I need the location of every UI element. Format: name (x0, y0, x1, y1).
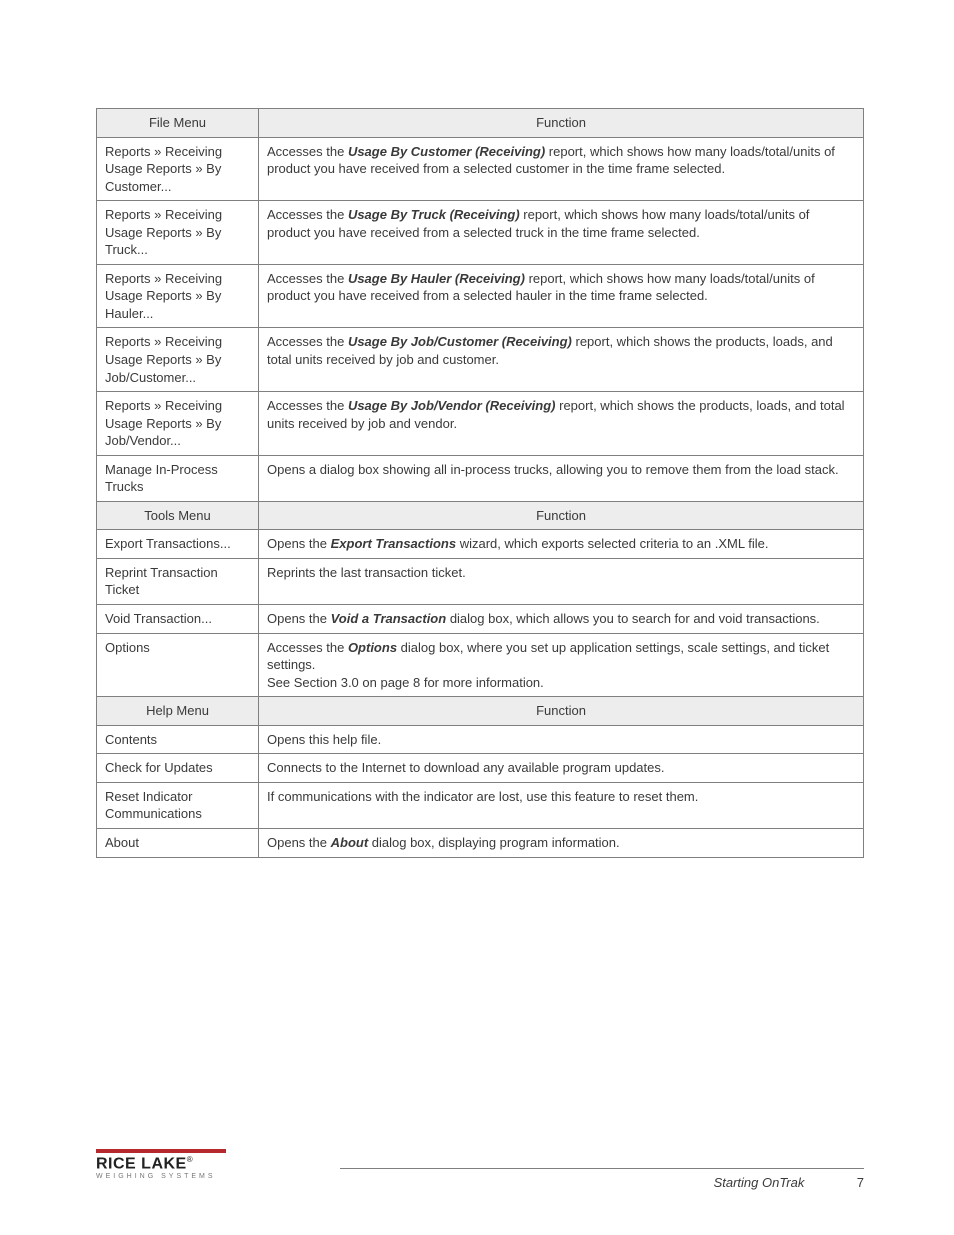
section-header-function: Function (259, 697, 864, 726)
menu-cell: Reports » Receiving Usage Reports » By J… (97, 328, 259, 392)
menu-function-table: File MenuFunctionReports » Receiving Usa… (96, 108, 864, 858)
function-cell: Accesses the Usage By Truck (Receiving) … (259, 201, 864, 265)
function-text: Opens a dialog box showing all in-proces… (267, 462, 839, 477)
table-row: Reports » Receiving Usage Reports » By C… (97, 137, 864, 201)
menu-cell: Reports » Receiving Usage Reports » By T… (97, 201, 259, 265)
function-text: If communications with the indicator are… (267, 789, 698, 804)
footer-rule (340, 1168, 864, 1169)
section-header-menu: File Menu (97, 109, 259, 138)
table-row: AboutOpens the About dialog box, display… (97, 828, 864, 857)
function-text: Opens this help file. (267, 732, 381, 747)
function-text: Accesses the (267, 398, 348, 413)
function-text: Accesses the (267, 640, 348, 655)
function-emphasis: Usage By Customer (Receiving) (348, 144, 545, 159)
function-emphasis: About (331, 835, 369, 850)
function-cell: Reprints the last transaction ticket. (259, 558, 864, 604)
function-cell: Opens this help file. (259, 725, 864, 754)
function-text: wizard, which exports selected criteria … (456, 536, 768, 551)
menu-cell: Check for Updates (97, 754, 259, 783)
function-emphasis: Export Transactions (331, 536, 456, 551)
function-text: Accesses the (267, 334, 348, 349)
table-row: Contents Opens this help file. (97, 725, 864, 754)
function-emphasis: Usage By Job/Vendor (Receiving) (348, 398, 556, 413)
menu-cell: Reports » Receiving Usage Reports » By C… (97, 137, 259, 201)
menu-cell: Reports » Receiving Usage Reports » By H… (97, 264, 259, 328)
function-emphasis: Usage By Hauler (Receiving) (348, 271, 525, 286)
function-text: Accesses the (267, 207, 348, 222)
function-cell: If communications with the indicator are… (259, 782, 864, 828)
function-cell: Opens the About dialog box, displaying p… (259, 828, 864, 857)
table-row: Manage In-Process Trucks Opens a dialog b… (97, 455, 864, 501)
function-emphasis: Options (348, 640, 397, 655)
page-number: 7 (826, 1175, 864, 1190)
section-header-function: Function (259, 109, 864, 138)
table-row: Reset Indicator Communications If communi… (97, 782, 864, 828)
function-cell: Accesses the Usage By Customer (Receivin… (259, 137, 864, 201)
function-text: dialog box, which allows you to search f… (446, 611, 820, 626)
menu-cell: About (97, 828, 259, 857)
function-text: dialog box, displaying program informati… (368, 835, 619, 850)
table-row: OptionsAccesses the Options dialog box, … (97, 633, 864, 697)
function-cell: Accesses the Usage By Job/Customer (Rece… (259, 328, 864, 392)
function-emphasis: Usage By Truck (Receiving) (348, 207, 520, 222)
menu-cell: Contents (97, 725, 259, 754)
function-text: Accesses the (267, 271, 348, 286)
function-cell: Accesses the Usage By Hauler (Receiving)… (259, 264, 864, 328)
menu-cell: Void Transaction... (97, 605, 259, 634)
function-emphasis: Usage By Job/Customer (Receiving) (348, 334, 572, 349)
table-row: Reports » Receiving Usage Reports » By T… (97, 201, 864, 265)
page-footer: RICE LAKE® WEIGHING SYSTEMS Starting OnT… (96, 1149, 864, 1189)
function-text: Connects to the Internet to download any… (267, 760, 664, 775)
section-header-menu: Tools Menu (97, 501, 259, 530)
function-text: Opens the (267, 835, 331, 850)
menu-cell: Reprint Transaction Ticket (97, 558, 259, 604)
function-text: Opens the (267, 611, 331, 626)
function-cell: Opens the Void a Transaction dialog box,… (259, 605, 864, 634)
logo-accent-bar (96, 1149, 226, 1153)
menu-cell: Manage In-Process Trucks (97, 455, 259, 501)
menu-cell: Reports » Receiving Usage Reports » By J… (97, 392, 259, 456)
menu-cell: Reset Indicator Communications (97, 782, 259, 828)
section-header-menu: Help Menu (97, 697, 259, 726)
brand-subtitle: WEIGHING SYSTEMS (96, 1173, 226, 1180)
function-cell: Accesses the Usage By Job/Vendor (Receiv… (259, 392, 864, 456)
menu-cell: Options (97, 633, 259, 697)
table-row: Reports » Receiving Usage Reports » By H… (97, 264, 864, 328)
function-cell: Opens a dialog box showing all in-proces… (259, 455, 864, 501)
table-row: Export Transactions...Opens the Export T… (97, 530, 864, 559)
table-row: Void Transaction...Opens the Void a Tran… (97, 605, 864, 634)
function-text: Accesses the (267, 144, 348, 159)
page-content: File MenuFunctionReports » Receiving Usa… (0, 0, 954, 858)
function-text: Reprints the last transaction ticket. (267, 565, 466, 580)
section-header-function: Function (259, 501, 864, 530)
table-row: Reports » Receiving Usage Reports » By J… (97, 392, 864, 456)
function-emphasis: Void a Transaction (331, 611, 447, 626)
table-row: Reports » Receiving Usage Reports » By J… (97, 328, 864, 392)
footer-section-title: Starting OnTrak (714, 1175, 805, 1190)
table-row: Check for Updates Connects to the Interne… (97, 754, 864, 783)
menu-cell: Export Transactions... (97, 530, 259, 559)
function-extra: See Section 3.0 on page 8 for more infor… (267, 675, 544, 690)
function-cell: Accesses the Options dialog box, where y… (259, 633, 864, 697)
brand-name: RICE LAKE® (96, 1156, 226, 1172)
table-row: Reprint Transaction Ticket Reprints the l… (97, 558, 864, 604)
function-text: Opens the (267, 536, 331, 551)
function-cell: Opens the Export Transactions wizard, wh… (259, 530, 864, 559)
footer-right: Starting OnTrak 7 (714, 1175, 864, 1190)
function-cell: Connects to the Internet to download any… (259, 754, 864, 783)
brand-logo: RICE LAKE® WEIGHING SYSTEMS (96, 1149, 226, 1180)
